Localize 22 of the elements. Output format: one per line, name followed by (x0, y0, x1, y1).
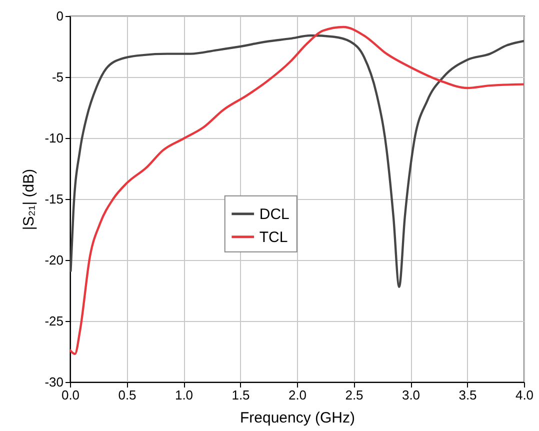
x-tick-label: 1.0 (174, 388, 194, 402)
y-tick-label: 0 (56, 8, 64, 24)
y-tick-label: -10 (44, 130, 64, 146)
y-tick-label: -15 (44, 192, 64, 206)
line-series (70, 34, 524, 288)
x-axis-title: Frequency (GHz) (240, 410, 356, 426)
y-tick-label: -5 (52, 70, 64, 84)
x-tick-label: 2.0 (288, 388, 307, 402)
y-tick-label: -25 (44, 314, 64, 328)
y-tick-label: -30 (44, 374, 64, 390)
x-tick-label: 3.5 (458, 388, 477, 402)
x-tick-label: 0.5 (118, 388, 136, 402)
line-series (70, 26, 524, 356)
x-tick-label: 3.0 (402, 388, 420, 402)
y-axis-title: |S₂₁| (dB) (20, 168, 38, 230)
legend-label: TCL (259, 228, 288, 246)
legend-label: DCL (259, 206, 290, 223)
y-tick-label: -20 (44, 252, 64, 268)
x-tick-label: 2.5 (345, 388, 364, 402)
x-tick-label: 0.0 (61, 388, 80, 402)
x-tick-label: 4.0 (515, 388, 534, 402)
x-tick-label: 1.5 (232, 388, 250, 402)
